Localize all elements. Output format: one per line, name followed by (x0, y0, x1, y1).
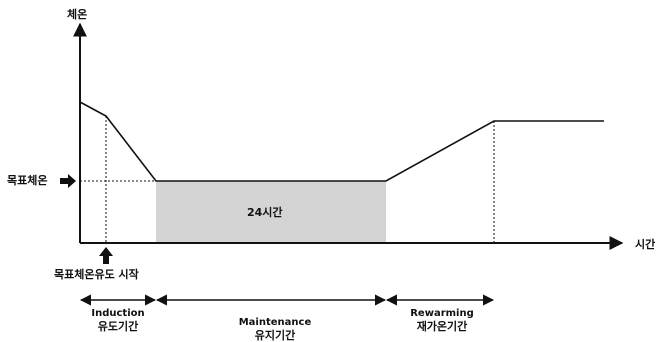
temperature-curve (79, 101, 604, 182)
induction-start-label: 목표체온유도 시작 (54, 268, 139, 281)
phase-maintenance-en: Maintenance (238, 317, 312, 328)
induction-start-arrow-icon (99, 247, 113, 264)
phase-rewarming-en: Rewarming (410, 308, 474, 319)
target-temp-label: 목표체온 (7, 174, 48, 187)
target-temp-arrow-icon (60, 174, 76, 188)
phase-induction-ko: 유도기간 (97, 320, 139, 333)
maintenance-plateau-area (156, 181, 386, 243)
x-axis-label: 시간 (635, 238, 656, 251)
phase-rewarming-ko: 재가온기간 (416, 320, 468, 333)
phase-maintenance-ko: 유지기간 (254, 329, 296, 342)
y-axis-label: 체온 (67, 8, 88, 21)
phase-induction-en: Induction (91, 308, 145, 319)
plateau-duration-label: 24시간 (247, 206, 283, 219)
